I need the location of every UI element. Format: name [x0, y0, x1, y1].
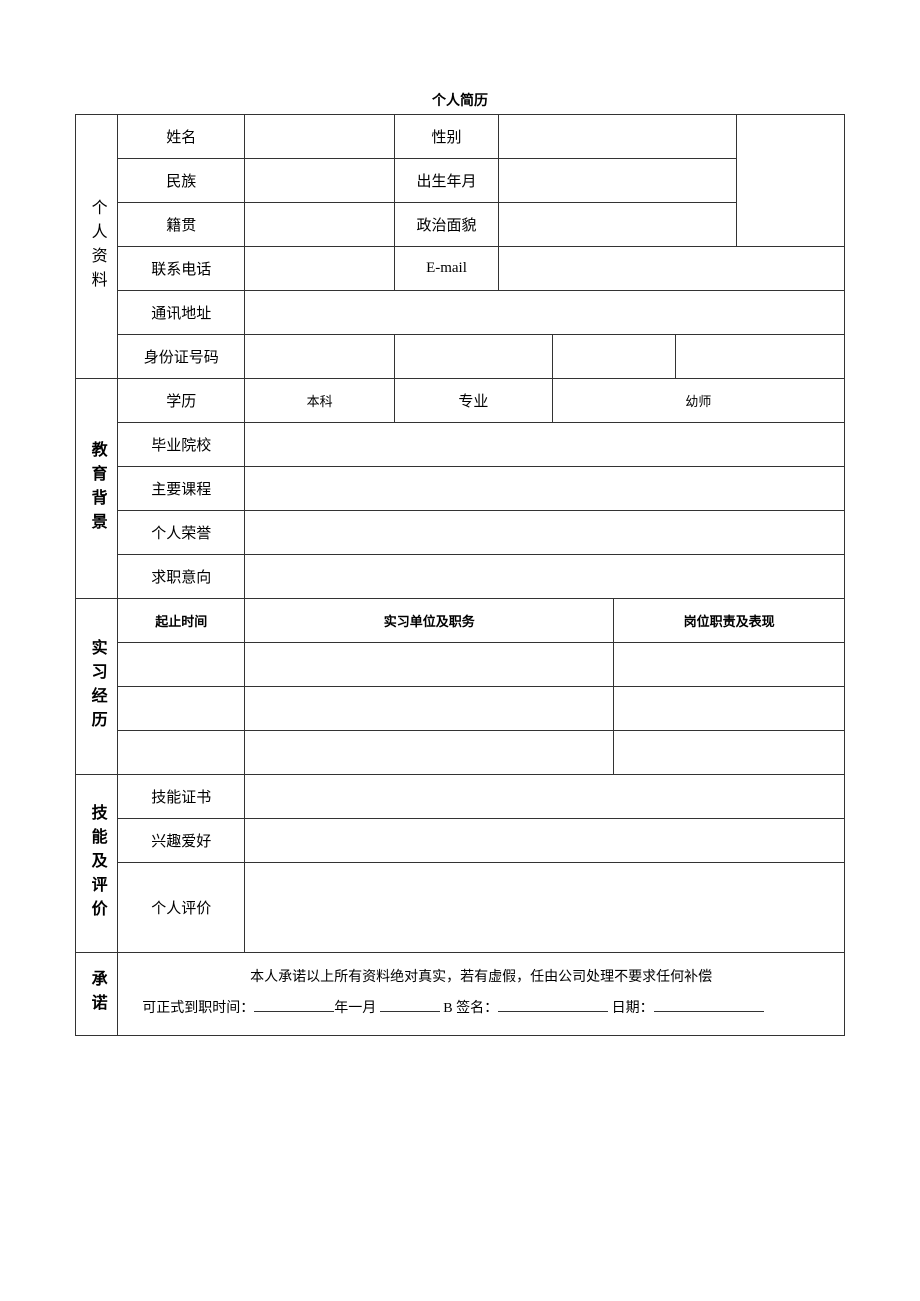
intern-duty-2 — [614, 687, 845, 731]
label-cert: 技能证书 — [118, 775, 245, 819]
commit-line1: 本人承诺以上所有资料绝对真实，若有虚假，任由公司处理不要求任何补偿 — [122, 963, 840, 994]
commit-year-suffix: 年一月 — [334, 1001, 376, 1016]
blank-sign — [498, 998, 608, 1012]
blank-year — [254, 998, 334, 1012]
value-hobby — [245, 819, 845, 863]
value-ethnic — [245, 159, 395, 203]
label-honors: 个人荣誉 — [118, 511, 245, 555]
label-major: 专业 — [395, 379, 553, 423]
blank-month — [380, 998, 440, 1012]
label-duty: 岗位职责及表现 — [614, 599, 845, 643]
label-address: 通讯地址 — [118, 291, 245, 335]
label-hobby: 兴趣爱好 — [118, 819, 245, 863]
section-commit: 承诺 — [76, 953, 118, 1036]
value-cert — [245, 775, 845, 819]
label-degree: 学历 — [118, 379, 245, 423]
value-name — [245, 115, 395, 159]
value-native — [245, 203, 395, 247]
label-intent: 求职意向 — [118, 555, 245, 599]
value-id-1 — [245, 335, 395, 379]
value-email — [498, 247, 844, 291]
value-politics — [498, 203, 736, 247]
label-gender: 性别 — [395, 115, 499, 159]
value-courses — [245, 467, 845, 511]
value-honors — [245, 511, 845, 555]
intern-period-2 — [118, 687, 245, 731]
value-id-4 — [675, 335, 844, 379]
value-phone — [245, 247, 395, 291]
commit-b-sign: B 签名： — [443, 1001, 498, 1016]
resume-table: 个人资料 姓名 性别 民族 出生年月 籍贯 政治面貌 联系电话 E-mail 通… — [75, 114, 845, 1036]
label-org: 实习单位及职务 — [245, 599, 614, 643]
label-politics: 政治面貌 — [395, 203, 499, 247]
label-id: 身份证号码 — [118, 335, 245, 379]
label-period: 起止时间 — [118, 599, 245, 643]
commit-line2: 可正式到职时间： 年一月 B 签名： 日期： — [122, 994, 840, 1025]
label-name: 姓名 — [118, 115, 245, 159]
commit-start-prefix: 可正式到职时间： — [142, 1001, 254, 1016]
value-id-2 — [395, 335, 553, 379]
commit-content: 本人承诺以上所有资料绝对真实，若有虚假，任由公司处理不要求任何补偿 可正式到职时… — [118, 953, 845, 1036]
label-courses: 主要课程 — [118, 467, 245, 511]
label-birth: 出生年月 — [395, 159, 499, 203]
label-ethnic: 民族 — [118, 159, 245, 203]
intern-duty-1 — [614, 643, 845, 687]
blank-date — [654, 998, 764, 1012]
label-native: 籍贯 — [118, 203, 245, 247]
value-gender — [498, 115, 736, 159]
intern-org-2 — [245, 687, 614, 731]
intern-org-3 — [245, 731, 614, 775]
value-birth — [498, 159, 736, 203]
value-major: 幼师 — [552, 379, 844, 423]
value-eval — [245, 863, 845, 953]
commit-date-label: 日期： — [612, 1001, 654, 1016]
value-id-3 — [552, 335, 675, 379]
label-phone: 联系电话 — [118, 247, 245, 291]
intern-org-1 — [245, 643, 614, 687]
section-education: 教育背景 — [76, 379, 118, 599]
intern-period-3 — [118, 731, 245, 775]
label-email: E-mail — [395, 247, 499, 291]
label-eval: 个人评价 — [118, 863, 245, 953]
value-address — [245, 291, 845, 335]
label-school: 毕业院校 — [118, 423, 245, 467]
section-skills: 技能及评价 — [76, 775, 118, 953]
value-intent — [245, 555, 845, 599]
intern-duty-3 — [614, 731, 845, 775]
value-school — [245, 423, 845, 467]
intern-period-1 — [118, 643, 245, 687]
photo-cell — [737, 115, 845, 247]
value-degree: 本科 — [245, 379, 395, 423]
section-personal: 个人资料 — [76, 115, 118, 379]
section-internship: 实习经历 — [76, 599, 118, 775]
page-title: 个人简历 — [75, 90, 845, 110]
